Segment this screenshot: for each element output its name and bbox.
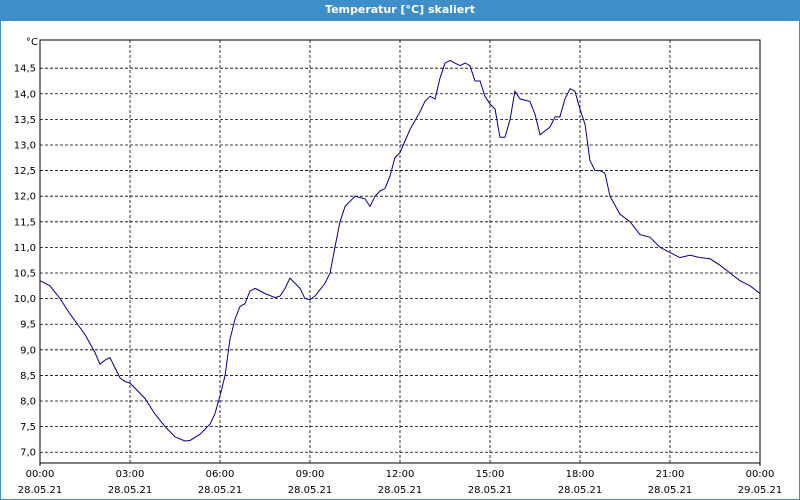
x-tick-label: 28.05.21	[378, 485, 423, 496]
y-tick-label: 13,5	[14, 115, 36, 126]
y-tick-label: 9,0	[20, 345, 36, 356]
x-tick-label: 28.05.21	[558, 485, 603, 496]
x-tick-label: 29.05.21	[738, 485, 783, 496]
x-tick-label: 09:00	[296, 469, 325, 480]
x-tick-label: 21:00	[656, 469, 685, 480]
y-tick-label: 14,5	[14, 64, 36, 75]
x-tick-label: 00:00	[746, 469, 775, 480]
y-tick-label: 9,5	[20, 320, 36, 331]
y-tick-label: 13,0	[14, 140, 36, 151]
x-tick-label: 03:00	[116, 469, 145, 480]
y-tick-label: 7,5	[20, 422, 36, 433]
y-tick-label: 10,0	[14, 294, 36, 305]
x-tick-label: 28.05.21	[18, 485, 63, 496]
y-tick-label: 10,5	[14, 269, 36, 280]
y-tick-label: 8,5	[20, 371, 36, 382]
plot-area	[39, 39, 761, 464]
x-tick-label: 15:00	[476, 469, 505, 480]
data-line	[39, 59, 761, 442]
x-tick-label: 28.05.21	[108, 485, 153, 496]
x-tick-label: 28.05.21	[198, 485, 243, 496]
y-tick-label: 8,0	[20, 397, 36, 408]
y-tick-label: 11,0	[14, 243, 36, 254]
y-tick-label: 14,0	[14, 89, 36, 100]
x-tick-label: 06:00	[206, 469, 235, 480]
chart: °C 7,0 7,5 8,0 8,5 9,0 9,5 10,0 10,5 11,0 11,5 12,…	[0, 20, 800, 500]
x-tick-label: 12:00	[386, 469, 415, 480]
y-tick-label: 12,5	[14, 166, 36, 177]
y-tick-label: 7,0	[20, 448, 36, 459]
x-tick-label: 00:00	[26, 469, 55, 480]
x-tick-label: 28.05.21	[648, 485, 693, 496]
y-axis-label: °C	[26, 37, 38, 48]
y-tick-label: 12,0	[14, 192, 36, 203]
x-tick-label: 28.05.21	[288, 485, 333, 496]
x-tick-label: 18:00	[566, 469, 595, 480]
window-title: Temperatur [°C] skaliert	[0, 0, 800, 20]
x-tick-label: 28.05.21	[468, 485, 513, 496]
y-tick-label: 11,5	[14, 217, 36, 228]
